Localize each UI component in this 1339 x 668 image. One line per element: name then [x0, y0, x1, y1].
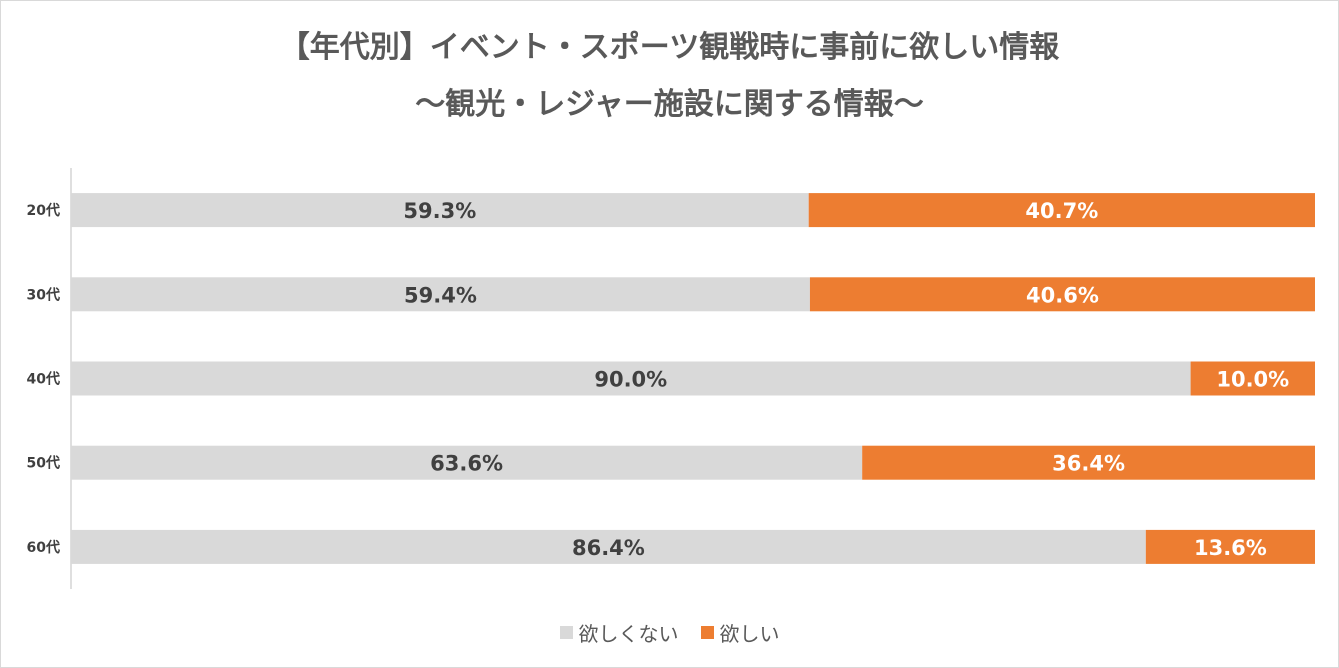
legend-item-yes: 欲しい — [700, 618, 780, 647]
bar-yes — [1145, 529, 1315, 564]
category-label: 30代 — [27, 286, 60, 303]
data-label-no: 63.6% — [430, 452, 503, 476]
bar-yes — [809, 277, 1315, 312]
data-label-yes: 13.6% — [1194, 536, 1267, 560]
bar-yes — [862, 445, 1315, 480]
data-label-no: 90.0% — [594, 368, 667, 392]
legend-swatch-yes — [700, 626, 714, 639]
data-label-yes: 36.4% — [1052, 452, 1125, 476]
data-label-yes: 40.6% — [1026, 283, 1099, 307]
bar-no — [71, 277, 810, 312]
bar-yes — [1190, 361, 1315, 396]
category-label: 40代 — [27, 371, 60, 388]
legend-item-no: 欲しくない — [559, 618, 679, 647]
data-label-no: 59.4% — [404, 283, 477, 307]
bar-no — [71, 529, 1146, 564]
bar-no — [71, 193, 809, 228]
chart-subtitle: 〜観光・レジャー施設に関する情報〜 — [415, 87, 924, 122]
data-label-yes: 40.7% — [1025, 199, 1098, 223]
category-label: 50代 — [27, 455, 60, 472]
chart-title: 【年代別】イベント・スポーツ観戦時に事前に欲しい情報 — [279, 30, 1060, 65]
legend: 欲しくない 欲しい — [0, 618, 1339, 647]
bar-no — [71, 445, 863, 480]
legend-label-no: 欲しくない — [578, 622, 679, 646]
legend-swatch-no — [559, 626, 573, 639]
category-label: 20代 — [27, 202, 60, 219]
bar-no — [71, 361, 1191, 396]
data-label-no: 59.3% — [403, 199, 476, 223]
legend-label-yes: 欲しい — [719, 622, 780, 646]
data-label-no: 86.4% — [572, 536, 645, 560]
bar-yes — [808, 193, 1315, 228]
category-label: 60代 — [27, 539, 60, 556]
data-label-yes: 10.0% — [1216, 368, 1289, 392]
